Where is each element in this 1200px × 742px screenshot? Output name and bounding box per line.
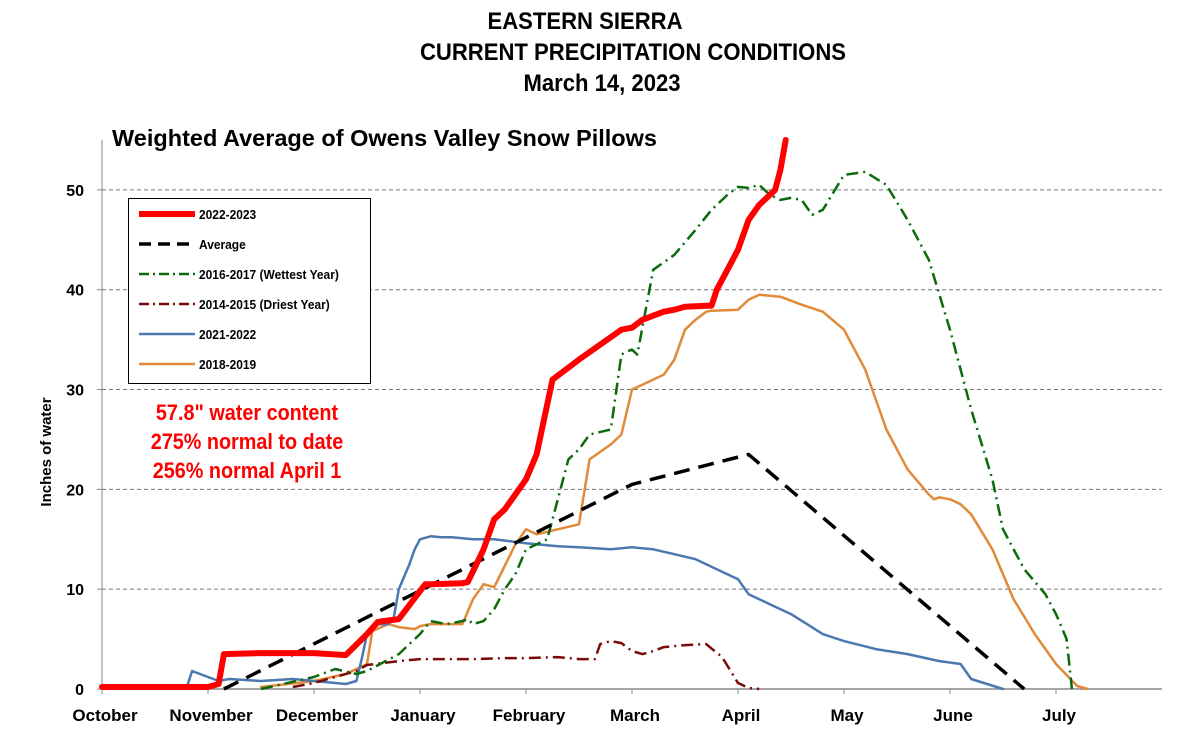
x-tick-label: June	[933, 706, 973, 725]
legend-item-2022-2023: 2022-2023	[129, 204, 369, 224]
x-tick-label: May	[830, 706, 864, 725]
x-tick-label: January	[390, 706, 456, 725]
x-tick-label: February	[493, 706, 566, 725]
legend-label: 2018-2019	[199, 357, 257, 372]
legend-label: 2016-2017 (Wettest Year)	[199, 267, 339, 282]
x-ticks: October November December January February Ma…	[72, 689, 1077, 725]
water-content-annotation: 57.8" water content 275% normal to date …	[92, 398, 402, 485]
y-tick-label: 10	[66, 582, 84, 599]
legend-item-2021-2022: 2021-2022	[129, 324, 369, 344]
y-tick-label: 30	[66, 383, 84, 400]
annotation-line1: 57.8" water content	[155, 400, 339, 425]
series-line-2022-2023	[99, 137, 789, 690]
series-lines	[99, 137, 1090, 691]
y-tick-label: 40	[66, 283, 84, 300]
legend-item-2014-2015: 2014-2015 (Driest Year)	[129, 294, 369, 314]
x-tick-label: December	[276, 706, 359, 725]
x-tick-label: April	[722, 706, 761, 725]
page-title-line2: CURRENT PRECIPITATION CONDITIONS	[419, 39, 847, 66]
legend-label: 2022-2023	[199, 207, 257, 222]
chart-title: Weighted Average of Owens Valley Snow Pi…	[112, 125, 657, 151]
x-tick-label: November	[169, 706, 253, 725]
legend-label: 2021-2022	[199, 327, 257, 342]
legend-label: Average	[199, 237, 246, 252]
y-tick-label: 0	[75, 682, 84, 699]
page-title-line3: March 14, 2023	[523, 70, 681, 97]
chart-legend: 2022-2023 Average 2016-2017 (Wettest Yea…	[128, 198, 371, 384]
annotation-line3: 256% normal April 1	[152, 458, 342, 483]
legend-item-average: Average	[129, 234, 369, 254]
series-line-2014-2015	[292, 639, 760, 691]
series-line-2018-2019	[259, 293, 1090, 691]
page-title-block: EASTERN SIERRA CURRENT PRECIPITATION CON…	[0, 6, 1200, 99]
x-tick-label: October	[72, 706, 138, 725]
page-title-line1: EASTERN SIERRA	[487, 8, 683, 35]
y-axis-label: Inches of water	[38, 397, 55, 506]
series-line-2021-2022	[100, 535, 1005, 691]
annotation-line2: 275% normal to date	[150, 429, 344, 454]
legend-label: 2014-2015 (Driest Year)	[199, 297, 330, 312]
series-line-2016-2017	[260, 170, 1074, 691]
y-ticks: 0 10 20 30 40 50	[66, 183, 102, 699]
x-tick-label: March	[610, 706, 660, 725]
x-tick-label: July	[1042, 706, 1077, 725]
legend-item-2018-2019: 2018-2019	[129, 354, 369, 374]
y-tick-label: 20	[66, 482, 84, 499]
y-tick-label: 50	[66, 183, 84, 200]
legend-item-2016-2017: 2016-2017 (Wettest Year)	[129, 264, 369, 284]
